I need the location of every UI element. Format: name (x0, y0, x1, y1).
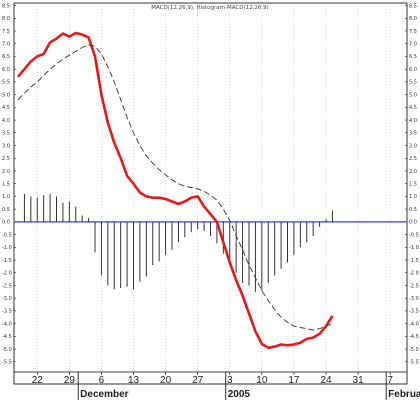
date-label: 29 (64, 375, 76, 386)
month-label: 2005 (228, 389, 251, 400)
y-tick-label-left: 8.0 (2, 16, 10, 22)
y-tick-label-right: 3.5 (409, 131, 417, 137)
y-tick-label-left: 6.5 (2, 54, 10, 60)
y-tick-label-left: -5.0 (2, 347, 12, 353)
y-tick-label-left: 3.5 (2, 131, 10, 137)
y-tick-label-left: 4.0 (2, 118, 10, 124)
y-tick-label-right: 1.5 (409, 181, 417, 187)
y-tick-label-right: 1.0 (409, 194, 417, 200)
y-tick-label-right: -4.0 (409, 321, 419, 327)
y-tick-label-left: -2.5 (2, 283, 12, 289)
y-tick-label-right: 0.5 (409, 207, 417, 213)
y-tick-label-left: 1.5 (2, 181, 10, 187)
month-label: February (388, 389, 420, 400)
y-tick-label-right: 7.0 (409, 42, 417, 48)
y-tick-label-left: 2.5 (2, 156, 10, 162)
y-tick-label-left: -1.5 (2, 258, 12, 264)
y-tick-label-left: -5.5 (2, 360, 12, 366)
date-label: 13 (128, 375, 140, 386)
y-tick-label-left: 6.0 (2, 67, 10, 73)
y-tick-label-left: 7.0 (2, 42, 10, 48)
chart-title: MACD(12,26,9), Histogram-MACD(12,26,9) (151, 5, 269, 11)
y-tick-label-left: -4.0 (2, 321, 12, 327)
y-tick-label-right: 7.5 (409, 29, 417, 35)
y-tick-label-left: -3.5 (2, 309, 12, 315)
date-label: 3 (227, 375, 233, 386)
date-label: 7 (387, 375, 393, 386)
y-tick-label-right: 8.0 (409, 16, 417, 22)
y-tick-label-left: 2.0 (2, 169, 10, 175)
macd-line (17, 31, 334, 350)
y-tick-label-right: 2.5 (409, 156, 417, 162)
y-tick-label-right: -1.5 (409, 258, 419, 264)
y-tick-label-right: -0.5 (409, 232, 419, 238)
y-tick-label-right: 6.5 (409, 54, 417, 60)
y-tick-label-right: 5.5 (409, 80, 417, 86)
y-tick-label-right: -1.0 (409, 245, 419, 251)
y-tick-label-left: -3.0 (2, 296, 12, 302)
date-label: 6 (99, 375, 105, 386)
date-label: 22 (32, 375, 44, 386)
date-label: 27 (192, 375, 204, 386)
y-tick-label-left: 3.0 (2, 143, 10, 149)
y-tick-label-right: -3.0 (409, 296, 419, 302)
y-tick-label-left: 8.5 (2, 3, 10, 9)
y-tick-label-left: -0.5 (2, 232, 12, 238)
y-tick-label-left: 5.5 (2, 80, 10, 86)
y-tick-label-left: -2.0 (2, 271, 12, 277)
y-tick-label-left: 0.5 (2, 207, 10, 213)
y-tick-label-right: 6.0 (409, 67, 417, 73)
date-label: 24 (320, 375, 332, 386)
y-tick-label-left: 7.5 (2, 29, 10, 35)
date-label: 31 (353, 375, 365, 386)
y-tick-label-left: 1.0 (2, 194, 10, 200)
y-tick-label-right: 3.0 (409, 143, 417, 149)
y-tick-label-right: -2.5 (409, 283, 419, 289)
plot-frame (13, 2, 408, 385)
y-tick-label-right: -5.5 (409, 360, 419, 366)
y-tick-label-left: 0.0 (2, 220, 10, 226)
date-label: 10 (256, 375, 268, 386)
y-tick-label-right: 8.5 (409, 3, 417, 9)
month-label: December (80, 389, 128, 400)
y-tick-label-right: 0.0 (409, 220, 417, 226)
y-tick-label-right: -5.0 (409, 347, 419, 353)
y-tick-label-left: -1.0 (2, 245, 12, 251)
y-tick-label-right: 2.0 (409, 169, 417, 175)
y-tick-label-right: 4.0 (409, 118, 417, 124)
y-tick-label-left: 4.5 (2, 105, 10, 111)
date-label: 17 (288, 375, 300, 386)
y-tick-label-right: -3.5 (409, 309, 419, 315)
y-tick-label-left: 5.0 (2, 92, 10, 98)
y-tick-label-right: -4.5 (409, 334, 419, 340)
signal-line (17, 44, 333, 331)
date-label: 20 (160, 375, 172, 386)
y-tick-label-right: -2.0 (409, 271, 419, 277)
y-tick-label-left: -4.5 (2, 334, 12, 340)
y-tick-label-right: 4.5 (409, 105, 417, 111)
y-tick-label-right: 5.0 (409, 92, 417, 98)
